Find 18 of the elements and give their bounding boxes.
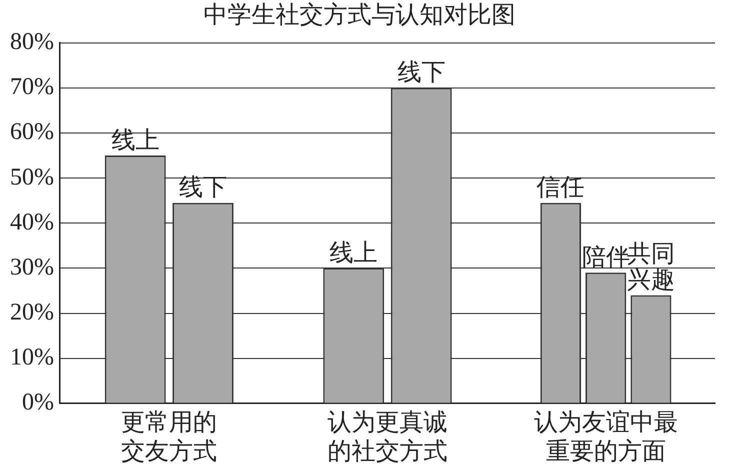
x-tick-label: 更常用的交友方式	[121, 410, 218, 465]
y-tick-label: 10%	[10, 344, 54, 371]
data-label: 信任	[536, 175, 585, 202]
data-label: 线下	[397, 60, 446, 86]
x-tick-label: 认为更真诚的社交方式	[327, 410, 448, 465]
chart-title: 中学生社交方式与认知对比图	[204, 2, 516, 29]
x-tick-label: 认为友谊中最重要的方面	[534, 409, 678, 465]
y-tick-label: 40%	[10, 209, 54, 236]
y-tick-label: 80%	[10, 29, 54, 56]
data-label: 线下	[179, 175, 227, 202]
data-label: 线上	[111, 128, 160, 154]
y-tick-label: 70%	[10, 74, 54, 100]
data-label: 线上	[330, 240, 378, 266]
y-tick-label: 0%	[22, 390, 54, 416]
y-tick-label: 50%	[10, 164, 54, 190]
y-tick-label: 30%	[10, 254, 54, 280]
y-tick-label: 20%	[10, 300, 54, 326]
y-tick-label: 60%	[10, 119, 54, 146]
